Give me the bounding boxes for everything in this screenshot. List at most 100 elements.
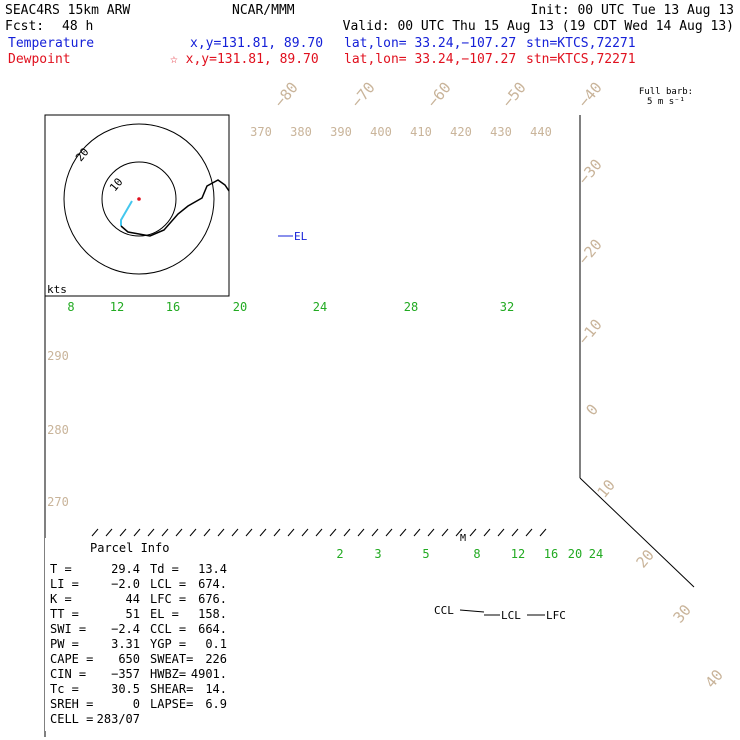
parcel-info-cell: 30.5: [111, 682, 140, 696]
parcel-info-cell: TT =: [50, 607, 79, 621]
parcel-info-cell: 6.9: [205, 697, 227, 711]
temp-latlon: lat,lon= 33.24,−107.27: [344, 36, 516, 51]
parcel-info-cell: CIN =: [50, 667, 86, 681]
hodograph-trace: [120, 179, 230, 237]
parcel-info-cell: EL =: [150, 607, 179, 621]
isotherm-label: −60: [424, 79, 455, 111]
parcel-info-cell: LAPSE=: [150, 697, 193, 711]
hatch-mark: [357, 528, 365, 537]
hatch-mark: [455, 528, 463, 537]
hatch-mark: [539, 528, 547, 537]
hodograph-low-level-trace: [120, 200, 133, 226]
hatch-mark: [497, 528, 505, 537]
fcst-value: 48 h: [62, 19, 93, 34]
hatch-mark: [105, 528, 113, 537]
theta-label: 390: [330, 125, 352, 139]
parcel-info-cell: SWEAT=: [150, 652, 193, 666]
parcel-info-cell: T =: [50, 562, 72, 576]
isotherm-label: −50: [499, 79, 530, 111]
temperature-legend: Temperature: [8, 36, 94, 51]
parcel-info-cell: SWI =: [50, 622, 86, 636]
parcel-info-box: Parcel Info T = 29.4 Td = 13.4 LI = −2.0 LCL =…: [45, 538, 240, 731]
barb-area-edge: [579, 477, 695, 588]
parcel-info-cell: SREH =: [50, 697, 93, 711]
theta-label: 410: [410, 125, 432, 139]
moist-adiabat-label: 24: [313, 300, 327, 314]
parcel-info-cell: YGP =: [150, 637, 186, 651]
parcel-info-cell: 13.4: [198, 562, 227, 576]
parcel-info-cell: 283/07: [97, 712, 140, 726]
parcel-info-cell: Tc =: [50, 682, 79, 696]
hatch-mark: [189, 528, 197, 537]
hatch-mark: [161, 528, 169, 537]
moist-adiabat-label: 16: [166, 300, 180, 314]
lcl-label: LCL: [501, 609, 521, 622]
fcst-label: Fcst:: [5, 19, 44, 34]
mixing-ratio-label: 2: [336, 547, 343, 561]
parcel-info-cell: CCL =: [150, 622, 186, 636]
hatch-mark: [315, 528, 323, 537]
hatch-mark: [525, 528, 533, 537]
isotherm-label: 0: [582, 401, 602, 419]
dew-latlon: lat,lon= 33.24,−107.27: [344, 52, 516, 67]
parcel-info-cell: CELL =: [50, 712, 93, 726]
theta-label: 380: [290, 125, 312, 139]
theta-label: 370: [250, 125, 272, 139]
theta-label: 430: [490, 125, 512, 139]
parcel-info-cell: SHEAR=: [150, 682, 193, 696]
parcel-info-cell: CAPE =: [50, 652, 93, 666]
hatch-mark: [427, 528, 435, 537]
hatch-mark: [245, 528, 253, 537]
parcel-info-cell: 226: [205, 652, 227, 666]
hatch-mark: [217, 528, 225, 537]
parcel-info-cell: 664.: [198, 622, 227, 636]
mixing-ratio-label: 5: [422, 547, 429, 561]
parcel-info-cell: PW =: [50, 637, 79, 651]
isotherm-label: −10: [575, 316, 606, 348]
parcel-info-cell: LCL =: [150, 577, 186, 591]
init-time: Init: 00 UTC Tue 13 Aug 13: [531, 3, 735, 18]
mixing-ratio-label: 24: [589, 547, 603, 561]
parcel-info-cell: 650: [118, 652, 140, 666]
hatch-mark: [147, 528, 155, 537]
parcel-info-cell: −357: [111, 667, 140, 681]
hatch-mark: [399, 528, 407, 537]
hatch-mark: [413, 528, 421, 537]
ccl-tick: [459, 609, 485, 613]
mixing-ratio-label: 8: [473, 547, 480, 561]
parcel-info-cell: LI =: [50, 577, 79, 591]
parcel-info-title: Parcel Info: [90, 541, 169, 555]
m-label: M: [460, 533, 466, 544]
center-title: NCAR/MMM: [232, 3, 295, 18]
moist-adiabat-label: 28: [404, 300, 418, 314]
ccl-label: CCL: [434, 604, 454, 617]
hatch-mark: [231, 528, 239, 537]
hatch-mark: [119, 528, 127, 537]
hatch-mark: [273, 528, 281, 537]
isotherm-label: 40: [701, 666, 726, 691]
isotherm-label: −30: [575, 156, 606, 188]
isotherm-label: −40: [575, 79, 606, 111]
dewpoint-legend: Dewpoint: [8, 52, 71, 67]
parcel-info-cell: 29.4: [111, 562, 140, 576]
temp-xy: x,y=131.81, 89.70: [190, 36, 323, 51]
hatch-mark: [91, 528, 99, 537]
temp-station: stn=KTCS,72271: [526, 36, 636, 51]
hodograph-ring-outer: [63, 123, 215, 275]
parcel-info-cell: 51: [126, 607, 140, 621]
parcel-info-cell: Td =: [150, 562, 179, 576]
model-title: SEAC4RS 15km ARW: [5, 3, 130, 18]
dew-station: stn=KTCS,72271: [526, 52, 636, 67]
mixing-ratio-label: 16: [544, 547, 558, 561]
parcel-info-cell: LFC =: [150, 592, 186, 606]
hodograph-units: kts: [47, 283, 67, 296]
hatch-mark: [385, 528, 393, 537]
moist-adiabat-label: 8: [67, 300, 74, 314]
hatch-mark: [371, 528, 379, 537]
el-label: EL: [294, 230, 308, 243]
hatch-mark: [469, 528, 477, 537]
dew-xy: ☆ x,y=131.81, 89.70: [170, 52, 319, 67]
parcel-info-cell: 0.1: [205, 637, 227, 651]
parcel-info-cell: 3.31: [111, 637, 140, 651]
